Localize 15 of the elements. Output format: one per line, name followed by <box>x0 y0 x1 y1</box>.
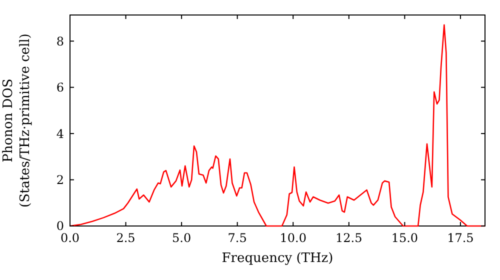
x-tick-label: 15.0 <box>391 231 418 245</box>
y-tick-label: 4 <box>56 126 64 141</box>
x-tick-label: 2.5 <box>116 231 136 245</box>
x-tick-label: 7.5 <box>228 231 247 245</box>
y-tick-label: 2 <box>56 172 64 187</box>
x-tick-label: 5.0 <box>172 231 192 245</box>
x-tick-label: 0.0 <box>60 231 80 245</box>
y-tick-label: 6 <box>56 80 64 95</box>
x-tick-label: 17.5 <box>447 231 474 245</box>
x-axis-title: Frequency (THz) <box>222 251 334 266</box>
y-axis-title: Phonon DOS (States/THz·primitive cell) <box>1 33 33 208</box>
y-tick-label: 8 <box>56 34 64 48</box>
y-tick-label: 0 <box>56 219 64 234</box>
x-tick-label: 12.5 <box>336 231 362 245</box>
x-tick-label: 10.0 <box>280 231 306 245</box>
